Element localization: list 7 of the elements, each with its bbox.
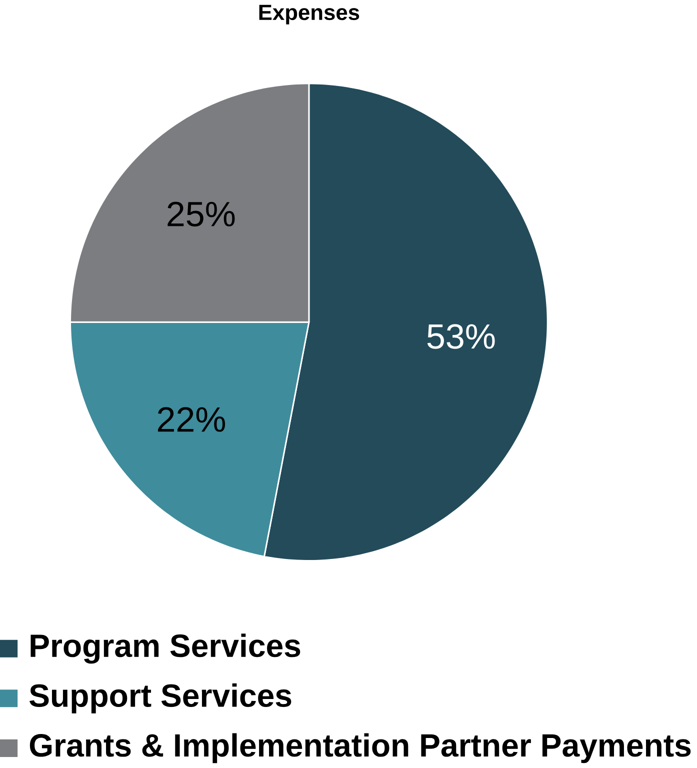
- data-label: 22%: [158, 407, 226, 432]
- legend-label: Grants & Implementation Partner Payments: [30, 733, 691, 764]
- data-label: 53%: [427, 324, 495, 349]
- legend-label: Support Services: [30, 683, 292, 714]
- legend-label: Program Services: [30, 634, 300, 664]
- data-label: 25%: [168, 202, 235, 227]
- chart-title: Expenses: [259, 4, 360, 24]
